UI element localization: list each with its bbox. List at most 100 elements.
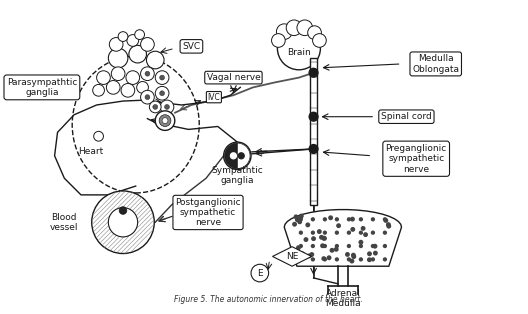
Circle shape — [251, 264, 269, 282]
Text: SVC: SVC — [182, 42, 201, 51]
Circle shape — [350, 259, 354, 263]
Circle shape — [367, 251, 372, 256]
Circle shape — [277, 27, 320, 70]
Circle shape — [347, 257, 351, 262]
Circle shape — [238, 153, 244, 159]
Text: Postganglionic
sympathetic
nerve: Postganglionic sympathetic nerve — [175, 198, 241, 227]
Circle shape — [334, 247, 338, 252]
Circle shape — [140, 90, 154, 104]
Text: NE: NE — [286, 252, 298, 261]
Polygon shape — [309, 58, 317, 205]
Circle shape — [108, 48, 128, 68]
Circle shape — [371, 257, 375, 262]
Circle shape — [126, 71, 139, 84]
Circle shape — [118, 32, 128, 41]
Circle shape — [155, 86, 169, 100]
Circle shape — [108, 208, 138, 237]
Circle shape — [323, 217, 327, 221]
Circle shape — [320, 243, 325, 248]
Circle shape — [159, 75, 165, 80]
Circle shape — [300, 252, 305, 256]
Circle shape — [329, 248, 334, 253]
Circle shape — [359, 217, 363, 221]
Circle shape — [297, 219, 302, 224]
Circle shape — [363, 232, 368, 237]
Text: Heart: Heart — [78, 147, 103, 156]
Circle shape — [383, 218, 388, 223]
Circle shape — [153, 105, 158, 109]
Circle shape — [299, 214, 304, 219]
Circle shape — [335, 217, 339, 221]
Circle shape — [296, 245, 301, 250]
Circle shape — [309, 112, 318, 121]
Circle shape — [129, 45, 146, 63]
Circle shape — [93, 131, 103, 141]
Circle shape — [271, 34, 285, 47]
Wedge shape — [224, 143, 238, 169]
Circle shape — [93, 84, 105, 96]
Circle shape — [335, 230, 339, 235]
Circle shape — [371, 217, 375, 221]
Circle shape — [347, 217, 351, 221]
Circle shape — [277, 24, 292, 40]
Circle shape — [359, 240, 363, 245]
Circle shape — [135, 30, 145, 40]
Text: Sympathtic
ganglia: Sympathtic ganglia — [212, 166, 263, 185]
Circle shape — [294, 214, 298, 219]
Text: Spinal cord: Spinal cord — [381, 112, 432, 121]
Circle shape — [386, 224, 391, 229]
Circle shape — [311, 236, 316, 241]
Polygon shape — [284, 210, 401, 266]
Circle shape — [286, 20, 302, 35]
Circle shape — [335, 257, 339, 262]
Circle shape — [351, 253, 356, 257]
Text: Vagal nerve: Vagal nerve — [206, 73, 260, 82]
Circle shape — [145, 95, 150, 100]
Circle shape — [155, 71, 169, 84]
Circle shape — [310, 257, 315, 262]
Circle shape — [310, 244, 315, 248]
Circle shape — [310, 230, 315, 235]
Circle shape — [304, 237, 308, 242]
Circle shape — [313, 34, 326, 47]
Circle shape — [299, 217, 303, 221]
Circle shape — [383, 217, 387, 221]
Circle shape — [361, 226, 365, 231]
Circle shape — [323, 244, 327, 248]
Circle shape — [327, 255, 332, 260]
Circle shape — [317, 229, 322, 234]
Circle shape — [159, 115, 171, 127]
Text: E: E — [257, 268, 262, 278]
Polygon shape — [272, 247, 312, 266]
Circle shape — [97, 71, 110, 84]
Circle shape — [309, 68, 318, 77]
Circle shape — [92, 191, 154, 253]
Text: Parasympathtic
ganglia: Parasympathtic ganglia — [7, 78, 77, 97]
Circle shape — [121, 84, 135, 97]
Circle shape — [299, 244, 303, 248]
Circle shape — [309, 252, 314, 257]
Circle shape — [127, 35, 139, 46]
Circle shape — [359, 244, 363, 248]
Circle shape — [297, 20, 313, 35]
Circle shape — [323, 230, 327, 235]
Circle shape — [310, 217, 315, 221]
Circle shape — [299, 257, 303, 262]
Circle shape — [335, 244, 339, 248]
Wedge shape — [238, 143, 250, 169]
Circle shape — [371, 244, 375, 248]
Circle shape — [159, 91, 165, 96]
Circle shape — [373, 251, 378, 256]
Circle shape — [155, 111, 175, 130]
Circle shape — [292, 222, 297, 227]
Circle shape — [322, 236, 327, 241]
Circle shape — [119, 207, 127, 214]
Circle shape — [347, 230, 351, 235]
Circle shape — [162, 118, 168, 123]
Text: Blood
vessel: Blood vessel — [50, 213, 79, 232]
Circle shape — [140, 38, 154, 51]
Text: Figure 5. The autonomic innervation of the heart.: Figure 5. The autonomic innervation of t… — [174, 295, 363, 304]
Circle shape — [309, 144, 318, 153]
Circle shape — [383, 244, 387, 248]
Circle shape — [299, 230, 303, 235]
